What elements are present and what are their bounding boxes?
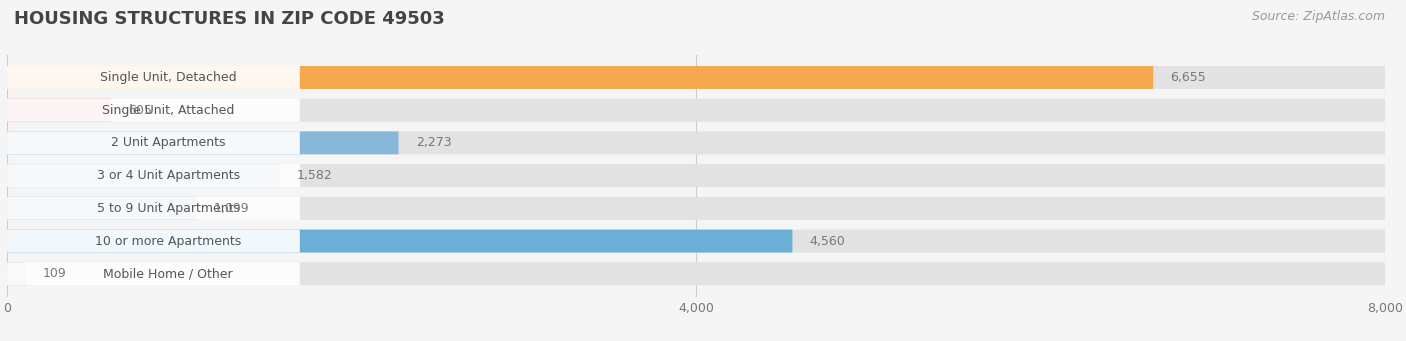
FancyBboxPatch shape — [7, 66, 299, 89]
FancyBboxPatch shape — [7, 197, 197, 220]
FancyBboxPatch shape — [7, 99, 111, 122]
FancyBboxPatch shape — [7, 229, 793, 252]
Text: Source: ZipAtlas.com: Source: ZipAtlas.com — [1251, 10, 1385, 23]
Text: 10 or more Apartments: 10 or more Apartments — [96, 235, 242, 248]
FancyBboxPatch shape — [7, 197, 299, 220]
FancyBboxPatch shape — [7, 262, 25, 285]
Text: 1,582: 1,582 — [297, 169, 332, 182]
FancyBboxPatch shape — [7, 262, 299, 285]
FancyBboxPatch shape — [7, 99, 1385, 122]
FancyBboxPatch shape — [7, 164, 280, 187]
Text: 4,560: 4,560 — [810, 235, 845, 248]
Text: 6,655: 6,655 — [1170, 71, 1206, 84]
Text: 5 to 9 Unit Apartments: 5 to 9 Unit Apartments — [97, 202, 239, 215]
FancyBboxPatch shape — [7, 66, 1153, 89]
Text: Single Unit, Attached: Single Unit, Attached — [101, 104, 235, 117]
Text: HOUSING STRUCTURES IN ZIP CODE 49503: HOUSING STRUCTURES IN ZIP CODE 49503 — [14, 10, 444, 28]
FancyBboxPatch shape — [7, 229, 1385, 252]
Text: Single Unit, Detached: Single Unit, Detached — [100, 71, 236, 84]
FancyBboxPatch shape — [7, 197, 1385, 220]
Text: Mobile Home / Other: Mobile Home / Other — [103, 267, 233, 280]
FancyBboxPatch shape — [7, 164, 1385, 187]
FancyBboxPatch shape — [7, 131, 299, 154]
Text: 109: 109 — [44, 267, 66, 280]
FancyBboxPatch shape — [7, 131, 1385, 154]
Text: 2 Unit Apartments: 2 Unit Apartments — [111, 136, 225, 149]
FancyBboxPatch shape — [7, 262, 1385, 285]
Text: 3 or 4 Unit Apartments: 3 or 4 Unit Apartments — [97, 169, 239, 182]
Text: 2,273: 2,273 — [416, 136, 451, 149]
FancyBboxPatch shape — [7, 164, 299, 187]
FancyBboxPatch shape — [7, 229, 299, 252]
FancyBboxPatch shape — [7, 66, 1385, 89]
FancyBboxPatch shape — [7, 131, 398, 154]
Text: 1,099: 1,099 — [214, 202, 249, 215]
Text: 605: 605 — [128, 104, 152, 117]
FancyBboxPatch shape — [7, 99, 299, 122]
